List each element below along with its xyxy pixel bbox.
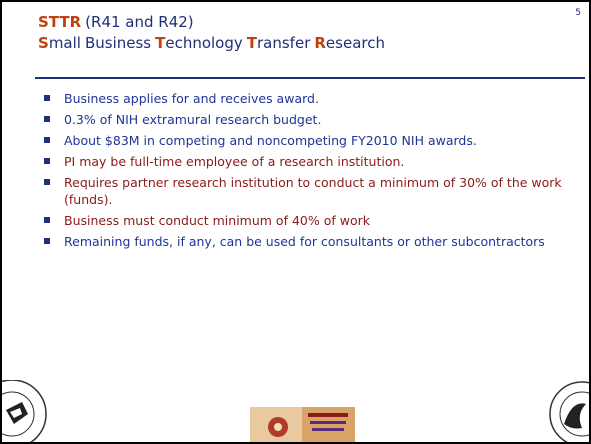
bullet-item: Requires partner research institution to… — [42, 174, 562, 208]
bullet-item: 0.3% of NIH extramural research budget. — [42, 111, 562, 128]
title-plain: Business — [85, 34, 151, 52]
title-initial: T — [155, 34, 165, 52]
title-line1: STTR(R41 and R42) — [38, 12, 389, 33]
center-logo — [250, 407, 355, 442]
title-rest: echnology — [165, 34, 242, 52]
title-rest: esearch — [326, 34, 385, 52]
title-rest: ransfer — [257, 34, 310, 52]
title-word: Research — [314, 34, 385, 52]
title-initial: T — [247, 34, 257, 52]
slide: 5 STTR(R41 and R42) SmallBusinessTechnol… — [0, 0, 591, 444]
title-word: Business — [85, 34, 151, 52]
title-word: Technology — [155, 34, 243, 52]
bullet-item: Remaining funds, if any, can be used for… — [42, 233, 562, 250]
nih-seal — [2, 380, 52, 442]
acronym: STTR — [38, 13, 81, 31]
title-word: Small — [38, 34, 81, 52]
page-number: 5 — [575, 8, 581, 18]
codes: (R41 and R42) — [85, 13, 193, 31]
title-rule — [35, 77, 585, 79]
bullet-list: Business applies for and receives award.… — [42, 90, 562, 254]
bullet-item: Business applies for and receives award. — [42, 90, 562, 107]
bullet-item: PI may be full-time employee of a resear… — [42, 153, 562, 170]
bullet-item: Business must conduct minimum of 40% of … — [42, 212, 562, 229]
bullet-item: About $83M in competing and noncompeting… — [42, 132, 562, 149]
title-rest: mall — [49, 34, 81, 52]
title-initial: R — [314, 34, 326, 52]
hhs-seal — [542, 380, 589, 442]
title-initial: S — [38, 34, 49, 52]
title-word: Transfer — [247, 34, 311, 52]
